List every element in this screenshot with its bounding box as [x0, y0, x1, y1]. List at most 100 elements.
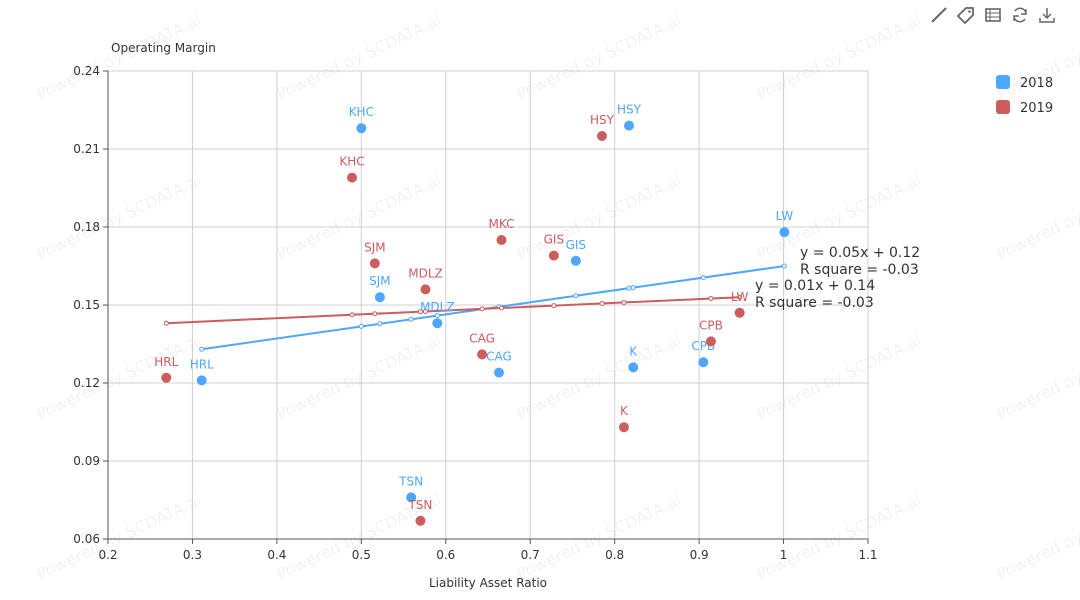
point-2019-K[interactable] — [618, 422, 629, 433]
point-2019-HSY[interactable] — [597, 131, 607, 141]
point-label: HSY — [590, 113, 615, 127]
watermark-text: Powered by SCDATA.ai — [994, 331, 1080, 424]
y-tick-label: 0.24 — [73, 64, 100, 78]
x-tick-label: 0.3 — [183, 548, 202, 562]
x-tick-label: 0.2 — [98, 548, 117, 562]
point-label: LW — [776, 209, 794, 223]
x-axis-label: Liability Asset Ratio — [429, 576, 547, 590]
point-label: SJM — [364, 240, 386, 254]
trend-marker — [737, 294, 743, 300]
watermark-text: Powered by SCDATA.ai — [994, 491, 1080, 584]
x-tick-label: 1.1 — [858, 548, 877, 562]
trend-marker — [700, 275, 706, 281]
legend-swatch — [996, 75, 1010, 89]
point-2018-HRL[interactable] — [196, 375, 207, 386]
legend-item-2018[interactable]: 2018 — [996, 75, 1053, 91]
watermark-text: Powered by SCDATA.ai — [34, 491, 205, 584]
trend-marker — [372, 311, 378, 317]
watermark-text: Powered by SCDATA.ai — [514, 11, 685, 104]
point-label: SJM — [369, 274, 391, 288]
point-2018-MDLZ[interactable] — [432, 318, 443, 329]
trend-marker — [417, 309, 423, 315]
trend-marker — [163, 320, 169, 326]
point-label: CAG — [469, 331, 495, 345]
watermark-text: Powered by SCDATA.ai — [34, 331, 205, 424]
trend-r-square-2018: R square = -0.03 — [800, 262, 919, 278]
data-points: KHC HSY LW GIS SJM MDLZ CAG K CPB HRL TSN HSY KHC MKC… — [154, 103, 793, 526]
x-tick-label: 0.8 — [605, 548, 624, 562]
trend-marker — [423, 308, 429, 314]
trend-marker — [479, 306, 485, 312]
point-2019-CPB[interactable] — [705, 336, 716, 347]
trend-r-square-2019: R square = -0.03 — [755, 295, 874, 311]
x-tick-label: 0.9 — [690, 548, 709, 562]
watermark-text: Powered by SCDATA.ai — [754, 11, 925, 104]
point-2019-HRL[interactable] — [161, 372, 172, 383]
point-label: MDLZ — [408, 266, 443, 280]
point-2019-GIS[interactable] — [548, 250, 559, 261]
watermark-text: Powered by SCDATA.ai — [994, 171, 1080, 264]
point-2018-HSY[interactable] — [624, 120, 635, 131]
point-2019-KHC[interactable] — [347, 172, 358, 183]
trend-marker — [434, 313, 440, 319]
watermark-text: Powered by SCDATA.ai — [514, 331, 685, 424]
point-label: GIS — [544, 233, 564, 247]
point-2019-SJM[interactable] — [369, 258, 380, 269]
point-2019-TSN[interactable] — [415, 515, 426, 526]
point-2019-MDLZ[interactable] — [420, 284, 431, 295]
watermark-text: Powered by SCDATA.ai — [274, 331, 445, 424]
x-tick-label: 0.5 — [352, 548, 371, 562]
point-label: K — [629, 344, 638, 358]
y-tick-label: 0.15 — [73, 298, 100, 312]
point-label: HRL — [190, 357, 214, 371]
point-label: TSN — [398, 474, 423, 488]
trend-equation-2019: y = 0.01x + 0.14 — [755, 278, 875, 294]
legend-label: 2019 — [1020, 101, 1053, 116]
point-2018-LW[interactable] — [779, 227, 790, 238]
point-label: MDLZ — [420, 300, 455, 314]
point-2018-CAG[interactable] — [493, 367, 504, 378]
line-tool-icon[interactable] — [929, 5, 948, 24]
y-tick-label: 0.06 — [73, 532, 100, 546]
point-label: CAG — [486, 350, 512, 364]
point-2019-LW[interactable] — [734, 307, 745, 318]
trend-lines: y = 0.05x + 0.12R square = -0.03y = 0.01… — [163, 245, 920, 352]
point-2019-MKC[interactable] — [496, 235, 507, 245]
download-icon[interactable] — [1037, 5, 1056, 24]
point-2019-CAG[interactable] — [477, 349, 488, 360]
trend-marker — [377, 321, 383, 327]
point-2018-GIS[interactable] — [570, 255, 581, 266]
point-2018-TSN[interactable] — [406, 492, 417, 503]
y-tick-label: 0.12 — [73, 376, 100, 390]
legend: 2018 2019 — [996, 75, 1053, 116]
trend-marker — [408, 316, 414, 322]
trend-equation-2018: y = 0.05x + 0.12 — [800, 245, 920, 261]
grid — [107, 70, 869, 540]
trend-marker — [573, 293, 579, 299]
y-axis-label: Operating Margin — [111, 41, 216, 55]
axes: 0.2 0.3 0.4 0.5 0.6 0.7 0.8 0.9 1 1.1 0.06 0.09 0.12… — [73, 64, 877, 562]
point-2018-KHC[interactable] — [356, 123, 367, 134]
point-2018-K[interactable] — [628, 362, 639, 373]
point-label: KHC — [339, 155, 364, 169]
y-tick-label: 0.21 — [73, 142, 100, 156]
point-label: HSY — [617, 103, 642, 117]
x-tick-label: 0.4 — [267, 548, 286, 562]
refresh-icon[interactable] — [1010, 5, 1029, 24]
legend-item-2019[interactable]: 2019 — [996, 100, 1053, 116]
watermarks: Powered by SCDATA.ai Powered by SCDATA.ai… — [34, 11, 1080, 584]
trend-marker — [551, 303, 557, 309]
point-2018-SJM[interactable] — [374, 292, 385, 303]
data-table-icon[interactable] — [983, 5, 1002, 24]
tag-icon[interactable] — [956, 5, 975, 24]
point-label: HRL — [154, 355, 178, 369]
trend-marker — [499, 305, 505, 311]
y-tick-label: 0.09 — [73, 454, 100, 468]
trend-line-2019 — [166, 296, 740, 325]
watermark-text: Powered by SCDATA.ai — [754, 331, 925, 424]
legend-swatch — [996, 100, 1010, 114]
point-label: TSN — [407, 498, 432, 512]
point-2018-CPB[interactable] — [698, 357, 709, 368]
trend-marker — [781, 263, 787, 269]
